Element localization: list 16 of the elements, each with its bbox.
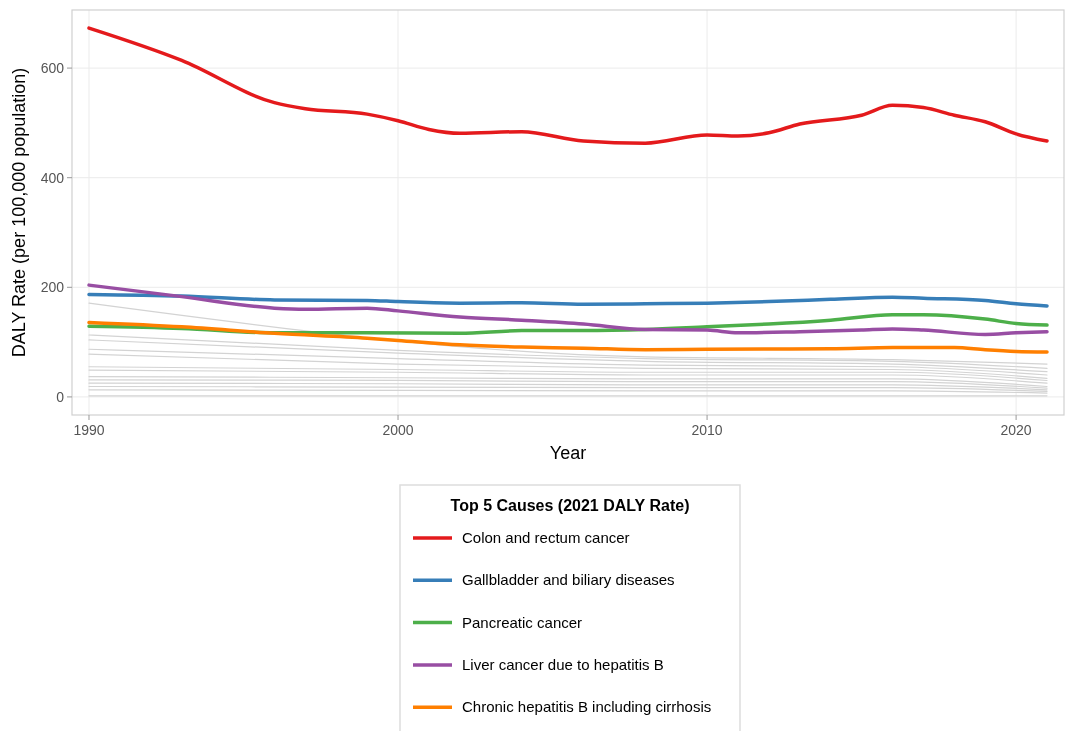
y-tick-label: 200 — [40, 279, 65, 296]
legend-title: Top 5 Causes (2021 DALY Rate) — [450, 497, 690, 514]
x-tick-label: 2000 — [382, 422, 414, 438]
x-axis-title: Year — [549, 443, 587, 463]
legend-label: Chronic hepatitis B including cirrhosis — [462, 698, 712, 716]
x-tick-label: 1990 — [73, 422, 105, 438]
x-tick-label: 2020 — [1000, 422, 1032, 438]
legend-label: Colon and rectum cancer — [462, 529, 630, 546]
y-tick-label: 0 — [56, 388, 65, 405]
y-axis-title: DALY Rate (per 100,000 population) — [9, 67, 29, 358]
legend-label: Liver cancer due to hepatitis B — [462, 655, 664, 673]
legend-label: Gallbladder and biliary diseases — [462, 571, 675, 589]
legend-label: Pancreatic cancer — [462, 613, 583, 631]
y-tick-label: 600 — [40, 60, 65, 77]
y-tick-label: 400 — [40, 169, 65, 186]
x-tick-label: 2010 — [691, 422, 723, 438]
